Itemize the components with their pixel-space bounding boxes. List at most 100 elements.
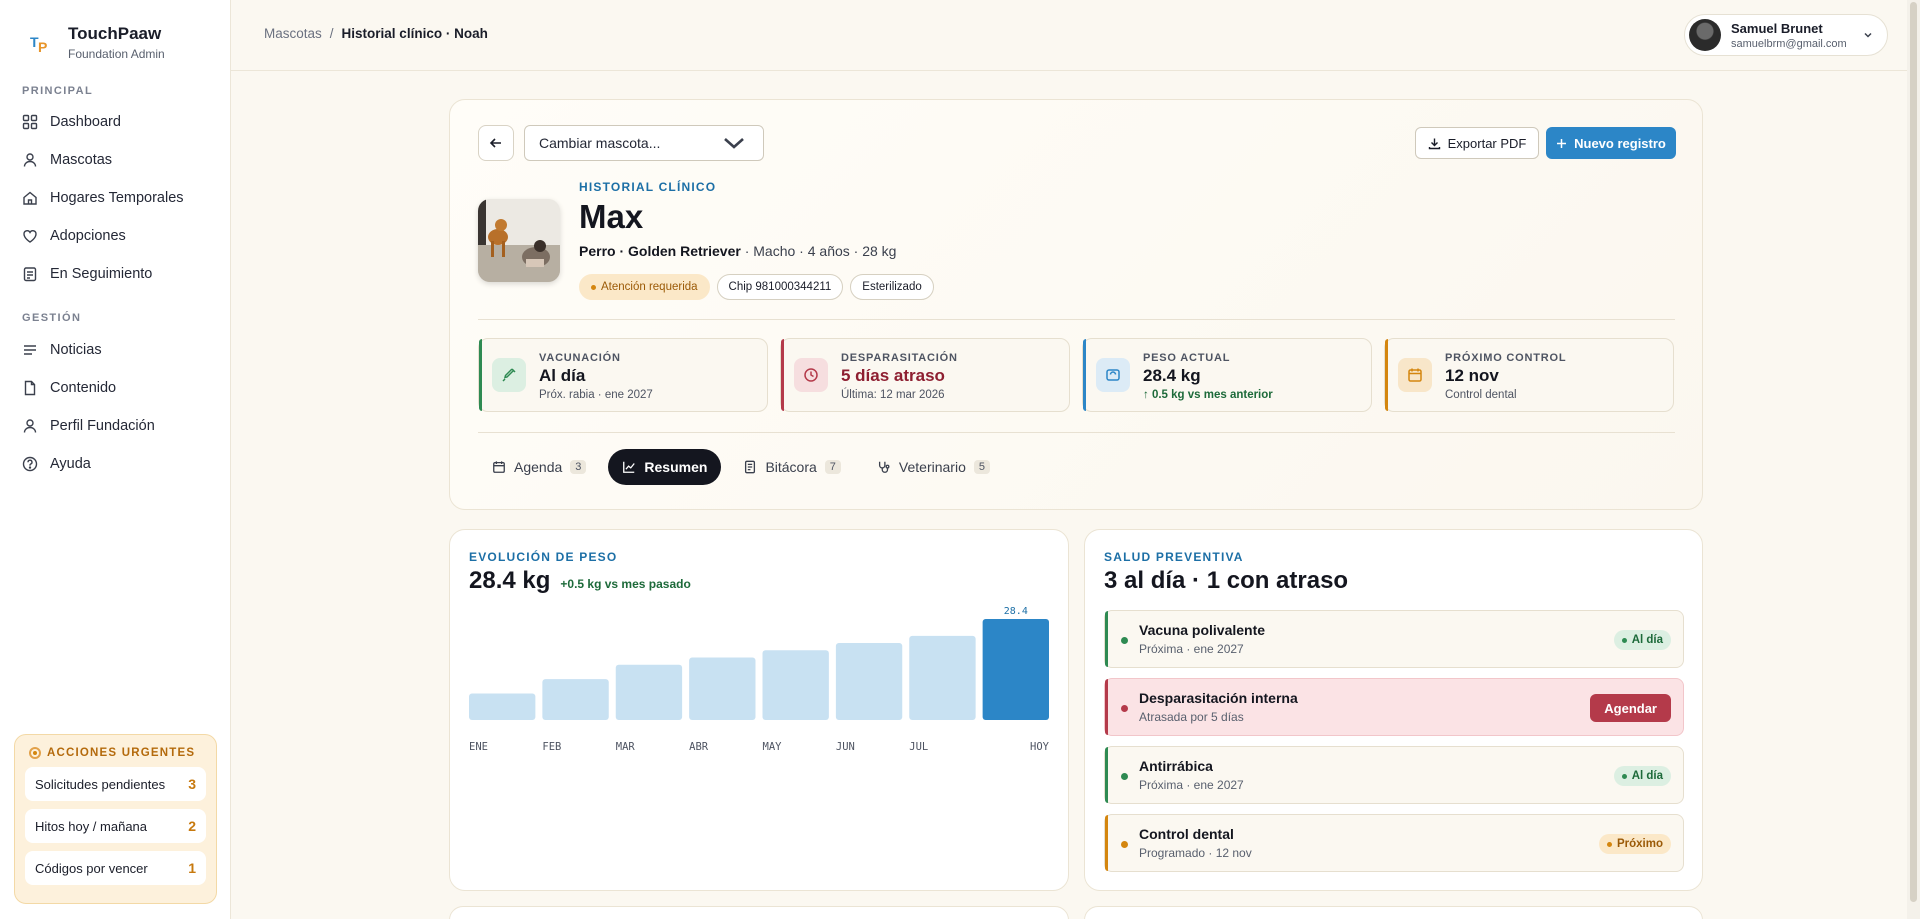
- heart-icon: [23, 230, 37, 243]
- sidebar-item-contenido[interactable]: Contenido: [22, 373, 212, 403]
- health-title: 3 al día · 1 con atraso: [1104, 567, 1349, 594]
- grid-icon: [22, 114, 38, 130]
- pet-switch-select[interactable]: Cambiar mascota...: [524, 125, 764, 161]
- scrollbar-thumb[interactable]: [1910, 2, 1917, 902]
- tab-count: 3: [570, 460, 587, 474]
- stat-value: 5 días atraso: [841, 366, 945, 385]
- export-pdf-label: Exportar PDF: [1447, 135, 1527, 151]
- sidebar-item-dashboard[interactable]: Dashboard: [22, 107, 212, 137]
- brand-subtitle: Foundation Admin: [68, 47, 165, 61]
- sidebar-item-perfil[interactable]: Perfil Fundación: [22, 411, 212, 441]
- pet-eyebrow: HISTORIAL CLÍNICO: [579, 180, 717, 194]
- sidebar-item-seguimiento[interactable]: En Seguimiento: [22, 259, 212, 289]
- urgent-row-hitos[interactable]: Hitos hoy / mañana 2: [25, 809, 206, 843]
- stat-sub: Próx. rabia · ene 2027: [539, 389, 653, 401]
- pet-meta: Perro · Golden Retriever · Macho · 4 año…: [579, 243, 896, 259]
- tab-resumen[interactable]: Resumen: [608, 449, 722, 485]
- health-row-sub: Atrasada por 5 días: [1139, 710, 1244, 724]
- tab-agenda[interactable]: Agenda 3: [478, 449, 600, 485]
- health-row-sub: Próxima · ene 2027: [1139, 778, 1244, 792]
- stat-accent: [781, 339, 784, 411]
- pet-species-breed: Perro · Golden Retriever: [579, 243, 741, 259]
- breadcrumb-separator: /: [329, 26, 334, 41]
- export-pdf-button[interactable]: Exportar PDF: [1415, 127, 1539, 159]
- row-accent: [1105, 611, 1108, 667]
- tab-count: 7: [824, 460, 841, 474]
- sidebar-item-noticias[interactable]: Noticias: [22, 335, 212, 365]
- chip-badge: Chip 981000344211: [716, 274, 844, 300]
- breadcrumb: Mascotas / Historial clínico · Noah: [264, 26, 488, 41]
- urgent-title-text: ACCIONES URGENTES: [47, 747, 196, 759]
- sidebar-item-label: Dashboard: [50, 114, 121, 130]
- weight-bar-feb: [542, 679, 609, 720]
- new-record-button[interactable]: Nuevo registro: [1546, 127, 1676, 159]
- health-row-vacuna-polivalente[interactable]: Vacuna polivalente Próxima · ene 2027 Al…: [1104, 610, 1684, 668]
- urgent-row-count: 1: [188, 860, 196, 876]
- sidebar-item-label: Perfil Fundación: [50, 418, 155, 434]
- tab-count: 5: [973, 460, 990, 474]
- status-badge: Al día: [1613, 630, 1671, 650]
- calendar-icon: [493, 461, 505, 473]
- stat-vacunacion[interactable]: VACUNACIÓN Al día Próx. rabia · ene 2027: [478, 338, 768, 412]
- syringe-icon: [492, 358, 526, 392]
- clock-icon: [794, 358, 828, 392]
- stat-sub: ↑ 0.5 kg vs mes anterior: [1143, 389, 1273, 401]
- urgent-actions-title: ACCIONES URGENTES: [29, 747, 206, 759]
- header-divider: [231, 70, 1920, 71]
- file-icon: [24, 380, 36, 396]
- sidebar-item-adopciones[interactable]: Adopciones: [22, 221, 212, 251]
- health-row-control-dental[interactable]: Control dental Programado · 12 nov Próxi…: [1104, 814, 1684, 872]
- stat-peso[interactable]: PESO ACTUAL 28.4 kg ↑ 0.5 kg vs mes ante…: [1082, 338, 1372, 412]
- health-row-title: Vacuna polivalente: [1139, 622, 1266, 638]
- sidebar-item-mascotas[interactable]: Mascotas: [22, 145, 212, 175]
- next-card-peek: [1084, 906, 1703, 919]
- urgent-row-label: Códigos por vencer: [35, 860, 148, 876]
- sidebar-item-ayuda[interactable]: Ayuda: [22, 449, 212, 479]
- health-row-sub: Programado · 12 nov: [1139, 846, 1252, 860]
- health-row-title: Antirrábica: [1139, 758, 1213, 774]
- chart-line-icon: [623, 461, 636, 473]
- pet-details: · Macho · 4 años · 28 kg: [740, 243, 897, 259]
- chevron-down-icon: [1864, 32, 1872, 38]
- record-tabs: Agenda 3 Resumen Bitácora 7 Veterinario …: [478, 449, 1012, 485]
- urgent-row-solicitudes[interactable]: Solicitudes pendientes 3: [25, 767, 206, 801]
- health-row-antirrabica[interactable]: Antirrábica Próxima · ene 2027 Al día: [1104, 746, 1684, 804]
- svg-text:T: T: [30, 34, 39, 50]
- weight-evolution-card: EVOLUCIÓN DE PESO 28.4 kg +0.5 kg vs mes…: [449, 529, 1069, 891]
- tab-label: Bitácora: [765, 459, 817, 475]
- user-menu[interactable]: Samuel Brunet samuelbrm@gmail.com: [1684, 14, 1888, 56]
- sidebar-item-label: Contenido: [50, 380, 117, 396]
- tab-label: Veterinario: [898, 459, 966, 475]
- schedule-button[interactable]: Agendar: [1590, 694, 1671, 722]
- page-scrollbar[interactable]: [1907, 0, 1920, 919]
- stat-desparasitacion[interactable]: DESPARASITACIÓN 5 días atraso Última: 12…: [780, 338, 1070, 412]
- sidebar-item-label: Hogares Temporales: [50, 190, 184, 206]
- status-badge: Atención requerida: [579, 274, 710, 300]
- pet-name: Max: [579, 198, 644, 235]
- health-row-desparasitacion[interactable]: Desparasitación interna Atrasada por 5 d…: [1104, 678, 1684, 736]
- status-dot: [1121, 705, 1128, 712]
- breadcrumb-parent-link[interactable]: Mascotas: [264, 26, 322, 41]
- stat-value: Al día: [539, 366, 586, 385]
- stat-proximo-control[interactable]: PRÓXIMO CONTROL 12 nov Control dental: [1384, 338, 1674, 412]
- urgent-row-codigos[interactable]: Códigos por vencer 1: [25, 851, 206, 885]
- weight-bar-may: [762, 650, 829, 720]
- brand-name: TouchPaaw: [68, 24, 162, 43]
- urgent-actions-panel: ACCIONES URGENTES Solicitudes pendientes…: [14, 734, 217, 904]
- tab-bitacora[interactable]: Bitácora 7: [729, 449, 854, 485]
- stat-value: 12 nov: [1445, 366, 1499, 385]
- tab-veterinario[interactable]: Veterinario 5: [863, 449, 1004, 485]
- health-row-title: Desparasitación interna: [1139, 690, 1298, 706]
- sterilized-badge: Esterilizado: [850, 274, 934, 300]
- pet-tags: Atención requerida Chip 981000344211 Est…: [579, 274, 934, 300]
- brand[interactable]: T P TouchPaaw Foundation Admin: [28, 24, 165, 61]
- sidebar-item-hogares[interactable]: Hogares Temporales: [22, 183, 212, 213]
- stethoscope-icon: [878, 461, 890, 473]
- sidebar-item-label: Ayuda: [50, 456, 91, 472]
- arrow-left-icon: [489, 138, 501, 148]
- home-icon: [23, 191, 37, 205]
- row-accent: [1105, 747, 1108, 803]
- stat-accent: [479, 339, 482, 411]
- back-button[interactable]: [478, 125, 514, 161]
- weight-delta: +0.5 kg vs mes pasado: [560, 577, 691, 591]
